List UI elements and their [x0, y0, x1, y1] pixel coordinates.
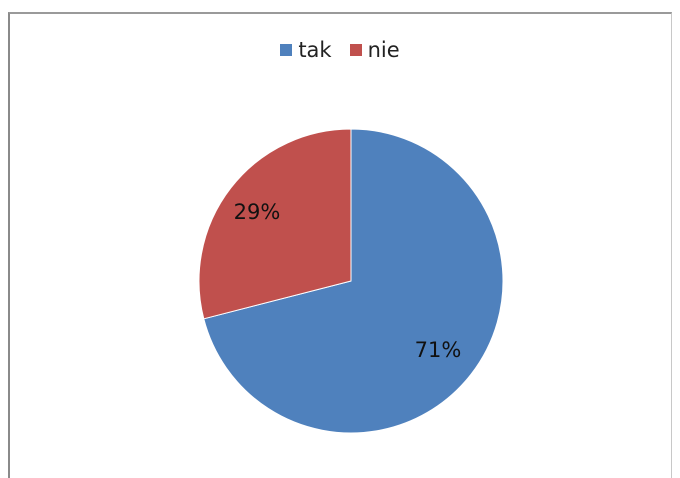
legend-swatch-tak: [280, 44, 293, 56]
legend-item-nie: nie: [349, 38, 400, 62]
legend: tak nie: [0, 38, 680, 62]
pie-slices: [198, 128, 504, 434]
pie-data-labels: 71% 29%: [234, 200, 462, 362]
legend-swatch-nie: [349, 44, 362, 56]
data-label-tak: 71%: [415, 338, 462, 362]
legend-label-nie: nie: [367, 38, 400, 62]
pie-slice-nie: [198, 128, 352, 320]
data-label-nie: 29%: [234, 200, 281, 224]
pie-slice-tak: [203, 128, 504, 434]
legend-item-tak: tak: [280, 38, 332, 62]
legend-label-tak: tak: [298, 38, 332, 62]
